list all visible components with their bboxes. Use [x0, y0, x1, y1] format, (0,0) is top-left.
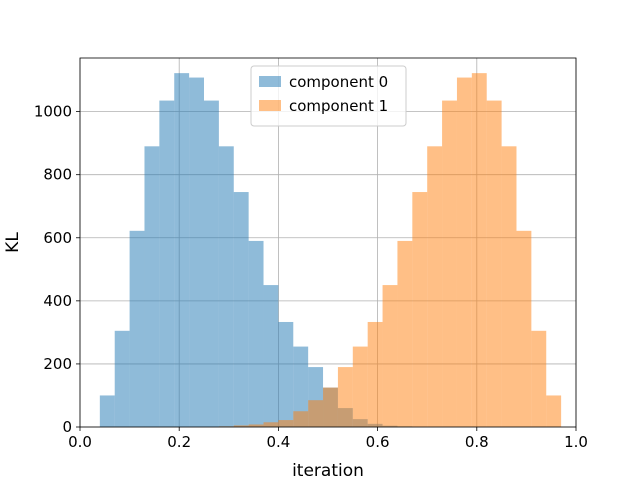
histogram-bar-series-1: [308, 400, 324, 427]
x-tick-label: 1.0: [564, 433, 588, 451]
plot-frame: [79, 57, 577, 428]
histogram-bar-series-0: [278, 321, 294, 427]
histogram-bar-series-1: [546, 395, 562, 427]
histogram-bar-series-0: [114, 330, 130, 427]
histogram-bar-series-0: [159, 100, 175, 428]
legend: component 0 component 1: [250, 65, 407, 127]
legend-label: component 1: [289, 97, 388, 115]
x-tick-label: 0.8: [465, 433, 489, 451]
bars: [99, 73, 562, 428]
histogram-bar-series-0: [189, 77, 204, 428]
histogram-bar-series-1: [382, 285, 398, 427]
histogram-bar-series-1: [531, 330, 547, 427]
y-axis-label: KL: [3, 232, 23, 253]
y-tick-label: 0: [62, 418, 72, 436]
histogram-bar-series-1: [278, 420, 294, 427]
x-tick-label: 0.6: [366, 433, 390, 451]
legend-label: component 0: [289, 73, 388, 91]
histogram-bar-series-1: [501, 146, 517, 428]
histogram-bar-series-1: [367, 321, 383, 427]
ticks: 0.0 0.2 0.4 0.6 0.8 1.0 0 200 400 600 800 1000: [34, 103, 588, 451]
histogram-bar-series-1: [352, 346, 368, 427]
y-tick-label: 200: [43, 355, 72, 373]
legend-swatch: [259, 76, 281, 87]
y-tick-label: 1000: [34, 103, 72, 121]
histogram-bar-series-1: [486, 100, 502, 428]
histogram-bar-series-1: [293, 411, 309, 427]
histogram-bar-series-1: [397, 240, 413, 427]
histogram-bar-series-0: [248, 240, 264, 427]
histogram-bar-series-0: [204, 100, 219, 428]
histogram-bar-series-1: [516, 230, 532, 427]
histogram-bar-series-1: [456, 77, 472, 428]
histogram-bar-series-1: [263, 422, 279, 427]
histogram-bar-series-1: [427, 146, 443, 428]
histogram-bar-series-0: [129, 230, 145, 427]
y-tick-label: 600: [43, 229, 72, 247]
legend-box: [250, 65, 407, 127]
legend-swatch: [259, 100, 281, 111]
histogram-bar-series-0: [218, 146, 234, 428]
histogram-bar-series-1: [337, 367, 353, 427]
histogram-bar-series-1: [323, 387, 338, 427]
histogram-bar-series-0: [174, 73, 190, 427]
histogram-bar-series-1: [248, 424, 264, 427]
x-tick-label: 0.2: [167, 433, 191, 451]
histogram-bar-series-0: [293, 346, 309, 427]
histogram-bar-series-0: [233, 192, 249, 427]
y-tick-label: 400: [43, 292, 72, 310]
histogram-bar-series-1: [471, 73, 487, 427]
histogram-bar-series-0: [99, 395, 115, 427]
x-tick-label: 0.0: [68, 433, 92, 451]
histogram-bar-series-0: [144, 146, 160, 428]
x-tick-label: 0.4: [266, 433, 290, 451]
histogram-bar-series-1: [412, 192, 428, 427]
x-axis-label: iteration: [292, 461, 364, 480]
y-tick-label: 800: [43, 166, 72, 184]
histogram-bar-series-1: [233, 425, 249, 427]
histogram-bar-series-0: [263, 285, 279, 427]
histogram-bar-series-1: [442, 100, 457, 428]
